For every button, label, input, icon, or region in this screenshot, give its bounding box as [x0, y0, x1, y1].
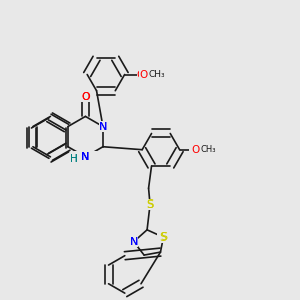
- FancyBboxPatch shape: [144, 199, 156, 210]
- Text: H: H: [70, 154, 78, 164]
- FancyBboxPatch shape: [81, 92, 90, 102]
- FancyBboxPatch shape: [137, 69, 145, 80]
- Text: N: N: [130, 237, 138, 247]
- FancyBboxPatch shape: [81, 152, 90, 162]
- Text: O: O: [137, 70, 145, 80]
- FancyBboxPatch shape: [158, 232, 169, 243]
- FancyBboxPatch shape: [189, 144, 197, 155]
- Text: O: O: [191, 145, 199, 155]
- Text: N: N: [81, 152, 90, 162]
- Text: N: N: [81, 152, 90, 162]
- Text: N: N: [99, 122, 107, 131]
- FancyBboxPatch shape: [74, 152, 97, 162]
- Text: O: O: [139, 70, 148, 80]
- Text: CH₃: CH₃: [200, 145, 216, 154]
- Text: N: N: [99, 122, 107, 131]
- Text: H: H: [70, 154, 78, 164]
- Text: S: S: [160, 232, 167, 242]
- FancyBboxPatch shape: [99, 121, 107, 132]
- Text: S: S: [160, 231, 167, 244]
- Text: S: S: [146, 198, 154, 211]
- Text: O: O: [81, 92, 90, 102]
- Text: O: O: [81, 92, 90, 102]
- Text: O: O: [189, 145, 197, 155]
- FancyBboxPatch shape: [130, 236, 138, 247]
- Text: O: O: [191, 145, 199, 155]
- Text: N: N: [130, 237, 138, 247]
- Text: CH₃: CH₃: [148, 70, 165, 79]
- Text: O: O: [139, 70, 148, 80]
- Text: S: S: [146, 200, 154, 210]
- Text: N: N: [81, 152, 90, 162]
